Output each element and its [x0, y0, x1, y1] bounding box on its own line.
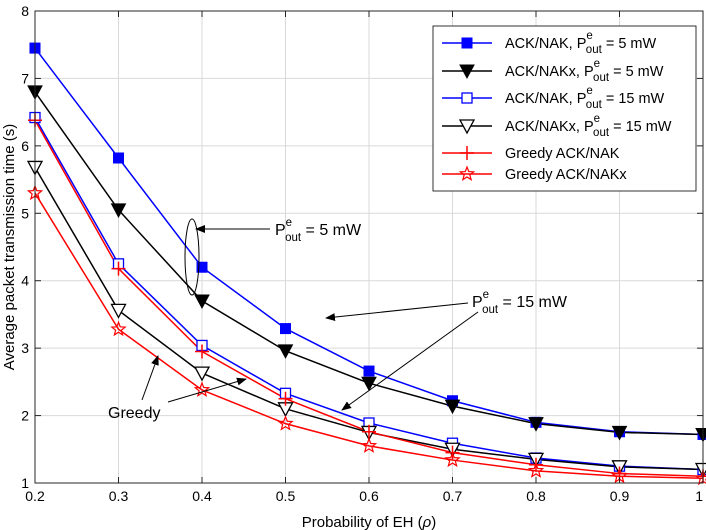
legend-label-tail: = 15 mW	[609, 119, 672, 135]
data-point	[277, 414, 294, 431]
data-point	[193, 381, 211, 397]
x-tick-label: 0.3	[109, 488, 129, 504]
legend-label-main: ACK/NAKx, P	[505, 119, 594, 135]
legend-label-main: ACK/NAKx, P	[505, 64, 594, 80]
legend-label-tail: = 15 mW	[602, 91, 665, 107]
legend-label-sub: out	[593, 127, 610, 139]
legend-box	[432, 25, 697, 192]
legend-label-sub: out	[593, 72, 610, 84]
y-tick-label: 4	[21, 273, 29, 289]
y-tick-label: 1	[21, 475, 29, 491]
data-point	[363, 365, 375, 377]
legend-swatch-marker	[461, 37, 473, 49]
legend-label-tail: = 5 mW	[602, 36, 657, 52]
annotation-greedy: Greedy	[108, 405, 160, 422]
annotation-5mw: Pe out = 5 mW	[275, 217, 362, 244]
legend-label-sub: out	[586, 99, 603, 111]
data-point	[444, 451, 461, 468]
legend-swatch-marker	[460, 146, 474, 160]
legend-swatch-marker	[459, 64, 475, 80]
data-point	[194, 294, 210, 309]
data-point	[110, 320, 127, 337]
data-point	[195, 344, 209, 359]
annotation-arrow-15mw-b	[341, 311, 479, 411]
y-tick-label: 5	[21, 205, 29, 221]
y-axis-label: Average packet transmission time (s)	[1, 124, 18, 370]
data-point	[113, 152, 124, 164]
data-point	[444, 399, 461, 415]
data-point	[278, 391, 293, 406]
legend-label-main: Greedy ACK/NAKx	[505, 167, 627, 183]
data-point	[362, 424, 376, 439]
legend-label: Greedy ACK/NAK	[505, 146, 620, 162]
series-line-6	[34, 192, 704, 480]
legend-label-sup: e	[594, 113, 600, 125]
x-tick-label: 0.7	[443, 488, 463, 504]
legend-swatch-marker	[461, 92, 473, 104]
legend-label-sup: e	[586, 85, 592, 97]
data-point	[111, 261, 126, 276]
x-tick-label: 0.4	[192, 488, 212, 504]
y-tick-label: 3	[21, 340, 29, 356]
data-point	[280, 323, 291, 335]
data-point	[110, 303, 127, 319]
legend-label-main: Greedy ACK/NAK	[505, 146, 620, 162]
x-axis-label: Probability of EH (ρ)	[302, 514, 436, 530]
annotation-15mw: Pe out = 15 mW	[472, 289, 568, 316]
legend-label: ACK/NAKx, Pe out = 5 mW	[505, 58, 664, 84]
data-point	[360, 437, 378, 453]
legend-label-main: ACK/NAK, P	[505, 36, 586, 52]
annotation-arrow-greedy-a	[141, 355, 159, 401]
legend-label: Greedy ACK/NAKx	[505, 167, 627, 183]
legend-swatch-marker	[458, 119, 476, 135]
legend-label: ACK/NAKx, Pe out = 15 mW	[505, 113, 672, 139]
y-tick-label: 6	[21, 138, 29, 154]
x-tick-label: 0.8	[526, 488, 546, 504]
x-tick-label: 0.6	[359, 488, 379, 504]
x-tick-label: 0.5	[276, 488, 296, 504]
x-tick-label: 0.2	[25, 488, 45, 504]
x-tick-label: 1	[695, 488, 703, 504]
data-point	[193, 366, 211, 382]
legend-label-main: ACK/NAK, P	[505, 91, 586, 107]
legend-label: ACK/NAK, Pe out = 15 mW	[505, 85, 665, 111]
data-point	[110, 203, 127, 218]
data-point	[528, 417, 544, 432]
annotation-arrow-15mw-a	[325, 302, 469, 322]
data-point	[196, 261, 208, 273]
data-point	[361, 376, 377, 392]
ticks: 0.2 0.3 0.4 0.5 0.6 0.7 0.8 0.9 1 1 2 3 4 5 6 7 8	[21, 3, 704, 504]
y-tick-label: 2	[21, 408, 29, 424]
legend-label: ACK/NAK, Pe out = 5 mW	[505, 30, 656, 56]
legend-label-sup: e	[594, 58, 600, 70]
annotation-ellipse-5mw	[184, 218, 200, 296]
x-tick-label: 0.9	[610, 488, 630, 504]
legend-label-tail: = 5 mW	[609, 64, 664, 80]
data-point	[527, 462, 545, 478]
legend-label-sub: out	[586, 44, 603, 56]
legend-swatch-marker	[458, 165, 476, 182]
data-point	[277, 344, 294, 359]
annotation-arrow-greedy-b	[167, 377, 247, 403]
y-tick-label: 8	[21, 3, 29, 19]
legend-label-sup: e	[586, 30, 592, 42]
data-point	[611, 425, 628, 441]
y-tick-label: 7	[21, 70, 29, 86]
